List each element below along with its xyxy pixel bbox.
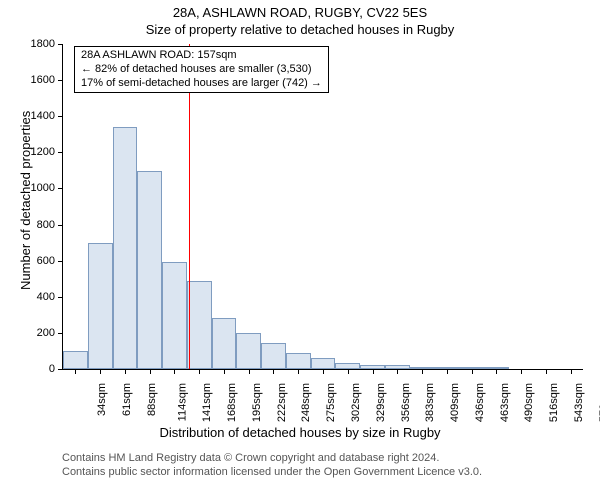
histogram-bar — [162, 262, 187, 369]
x-tick-label: 409sqm — [449, 383, 461, 422]
histogram-bar — [286, 353, 311, 369]
x-tick-label: 222sqm — [276, 383, 288, 422]
footer: Contains HM Land Registry data © Crown c… — [62, 452, 482, 480]
x-tick-label: 88sqm — [146, 383, 158, 416]
x-tick-label: 543sqm — [573, 383, 585, 422]
info-box: 28A ASHLAWN ROAD: 157sqm ← 82% of detach… — [74, 46, 329, 93]
x-tick-label: 34sqm — [96, 383, 108, 416]
y-tick-label: 1400 — [31, 110, 55, 122]
x-tick-label: 302sqm — [350, 383, 362, 422]
x-tick-label: 114sqm — [176, 383, 188, 421]
x-tick-label: 275sqm — [325, 383, 337, 422]
x-tick-label: 490sqm — [523, 383, 535, 422]
x-tick-label: 436sqm — [474, 383, 486, 422]
histogram-bar — [63, 351, 88, 369]
y-tick-label: 1800 — [31, 38, 55, 50]
y-axis-label: Number of detached properties — [18, 111, 33, 290]
histogram-bar — [88, 243, 113, 369]
x-tick-label: 141sqm — [202, 383, 214, 422]
y-tick-label: 1200 — [31, 146, 55, 158]
y-tick-label: 400 — [37, 291, 55, 303]
x-tick-label: 463sqm — [499, 383, 511, 422]
histogram-bar — [137, 171, 162, 369]
histogram-bar — [311, 358, 336, 369]
y-tick-label: 1600 — [31, 74, 55, 86]
y-tick-label: 1000 — [31, 182, 55, 194]
infobox-line-2: ← 82% of detached houses are smaller (3,… — [81, 63, 322, 77]
chart-title-main: 28A, ASHLAWN ROAD, RUGBY, CV22 5ES — [0, 5, 600, 20]
y-tick-label: 600 — [37, 255, 55, 267]
y-tick-label: 0 — [49, 363, 55, 375]
x-tick-label: 356sqm — [400, 383, 412, 422]
x-tick-label: 248sqm — [301, 383, 313, 422]
histogram-bar — [187, 281, 212, 369]
infobox-line-1: 28A ASHLAWN ROAD: 157sqm — [81, 49, 322, 63]
infobox-line-3: 17% of semi-detached houses are larger (… — [81, 77, 322, 91]
histogram-bar — [113, 127, 138, 369]
histogram-bar — [261, 343, 286, 369]
x-tick-label: 383sqm — [424, 383, 436, 422]
histogram-bar — [236, 333, 261, 369]
x-tick-label: 516sqm — [548, 383, 560, 422]
chart-container: 28A, ASHLAWN ROAD, RUGBY, CV22 5ES Size … — [0, 0, 600, 500]
x-tick-label: 61sqm — [121, 383, 133, 416]
chart-title-sub: Size of property relative to detached ho… — [0, 22, 600, 37]
x-tick-label: 329sqm — [375, 383, 387, 422]
footer-line-2: Contains public sector information licen… — [62, 466, 482, 480]
x-axis-label: Distribution of detached houses by size … — [0, 425, 600, 440]
y-tick-label: 200 — [37, 327, 55, 339]
y-tick-label: 800 — [37, 219, 55, 231]
x-tick-label: 195sqm — [251, 383, 263, 422]
histogram-bar — [212, 318, 237, 369]
x-tick-label: 168sqm — [226, 383, 238, 422]
footer-line-1: Contains HM Land Registry data © Crown c… — [62, 452, 482, 466]
